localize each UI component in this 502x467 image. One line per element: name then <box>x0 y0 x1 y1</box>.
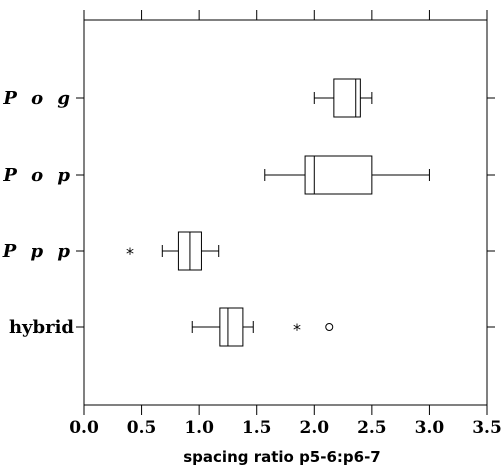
plot-border <box>83 19 488 406</box>
outlier-point: * <box>126 244 134 263</box>
box-series: ** <box>76 78 495 347</box>
x-tick-label: 2.5 <box>357 418 387 438</box>
outlier-point <box>325 323 334 331</box>
x-tick-label: 3.0 <box>415 418 445 438</box>
box-group: * <box>76 307 495 347</box>
box-iqr <box>219 307 244 347</box>
plot-frame <box>83 19 488 406</box>
box-group <box>76 78 495 118</box>
box-group <box>76 155 495 195</box>
category-label: P o g <box>2 88 74 109</box>
x-tick-label: 1.0 <box>184 418 214 438</box>
x-tick-label: 2.0 <box>299 418 329 438</box>
category-label: P p p <box>2 241 74 262</box>
x-axis-label: spacing ratio p5-6:p6-7 <box>183 448 381 466</box>
x-tick-label: 3.5 <box>472 418 502 438</box>
outlier-point: * <box>293 320 301 339</box>
x-axis-tick-labels: 0.0 0.5 1.0 1.5 2.0 2.5 3.0 3.5 <box>69 418 502 438</box>
x-tick-label: 0.0 <box>69 418 99 438</box>
category-label: hybrid <box>9 317 74 338</box>
box-group: * <box>76 231 495 271</box>
x-axis-ticks <box>83 10 488 415</box>
x-tick-label: 0.5 <box>127 418 157 438</box>
box-iqr <box>333 78 361 118</box>
x-tick-label: 1.5 <box>242 418 272 438</box>
category-label: P o p <box>2 165 74 186</box>
category-labels: P o g P o p P p p hybrid <box>2 88 75 338</box>
box-iqr <box>304 155 373 195</box>
